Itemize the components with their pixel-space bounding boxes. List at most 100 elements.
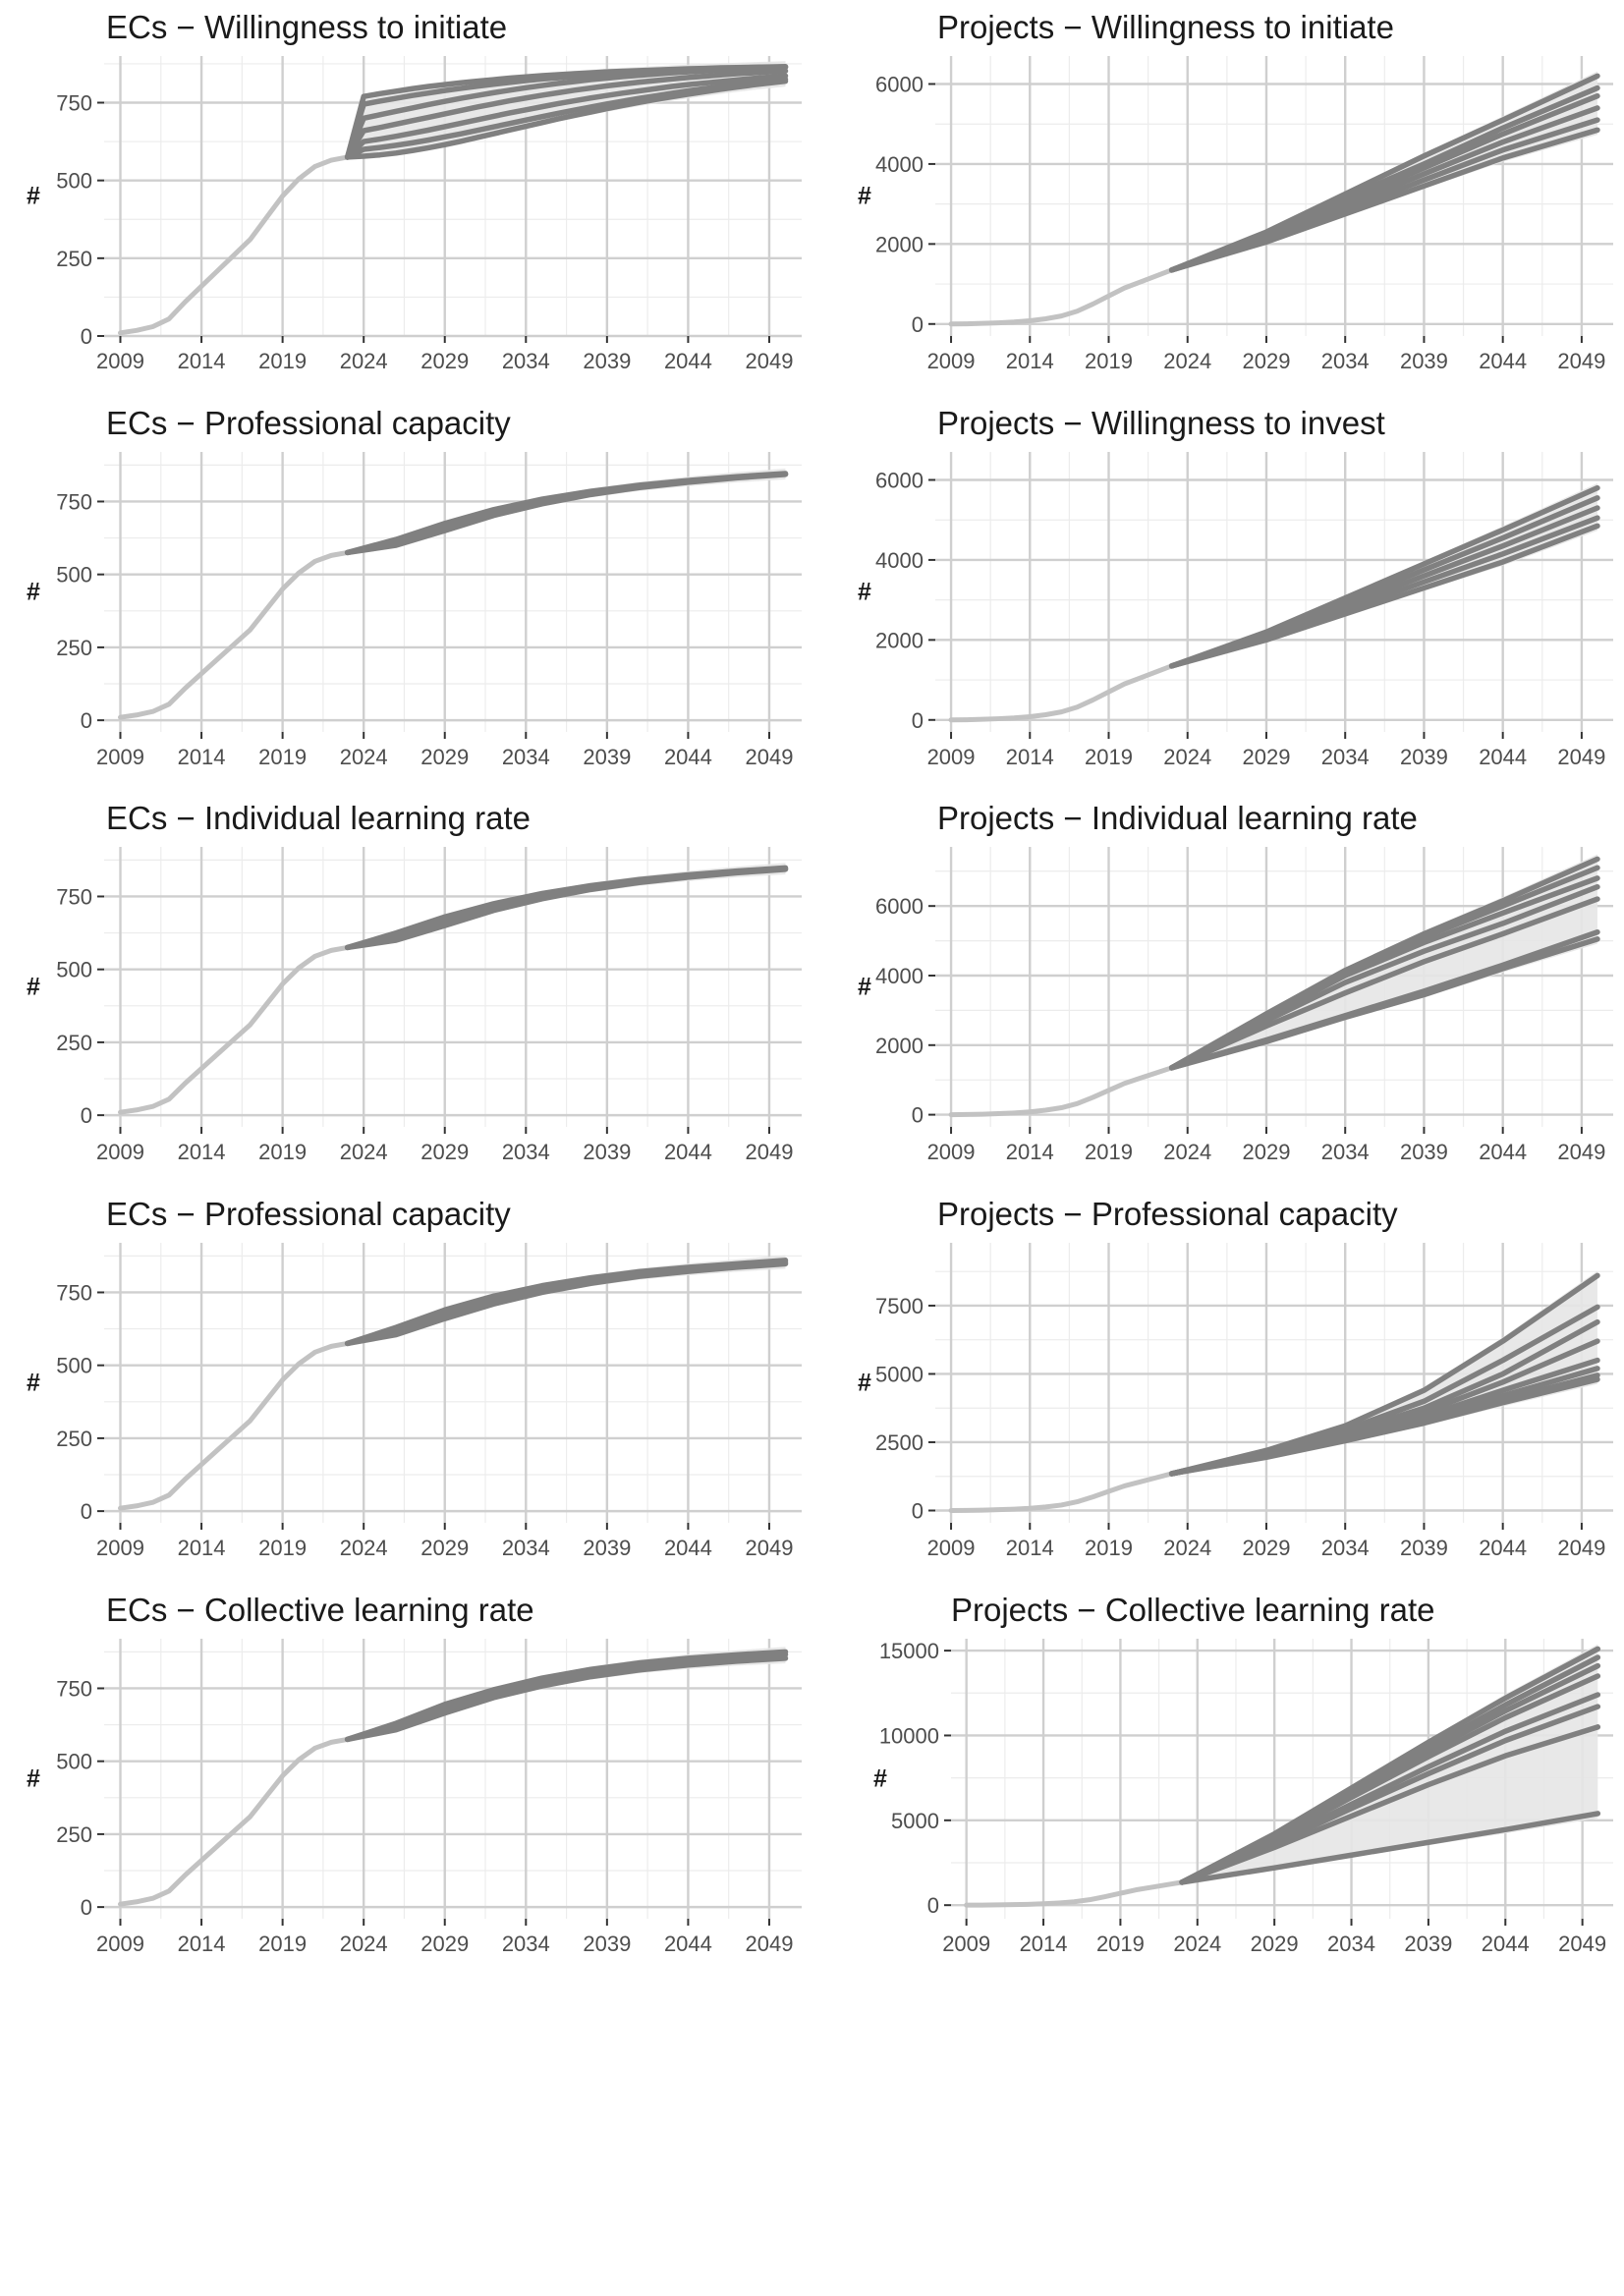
x-tick-label: 2024 bbox=[1163, 745, 1211, 769]
x-tick-label: 2024 bbox=[1163, 1140, 1211, 1164]
x-tick-label: 2019 bbox=[1085, 1140, 1133, 1164]
x-tick-label: 2009 bbox=[942, 1932, 990, 1956]
x-tick-label: 2014 bbox=[1006, 349, 1054, 373]
x-tick-label: 2044 bbox=[1479, 1140, 1527, 1164]
scenario-line-3 bbox=[344, 1655, 789, 1743]
y-tick-label: 750 bbox=[56, 884, 92, 909]
x-tick-label: 2049 bbox=[1557, 1140, 1605, 1164]
y-tick-label: 0 bbox=[912, 1498, 924, 1523]
panel-title: Projects − Professional capacity bbox=[937, 1196, 1398, 1232]
y-tick-label: 750 bbox=[56, 1280, 92, 1305]
x-tick-label: 2014 bbox=[1006, 1536, 1054, 1560]
x-tick-label: 2009 bbox=[96, 349, 144, 373]
y-tick-label: 500 bbox=[56, 958, 92, 982]
x-tick-label: 2034 bbox=[1321, 745, 1370, 769]
x-tick-label: 2039 bbox=[583, 1932, 631, 1956]
x-tick-label: 2039 bbox=[583, 1536, 631, 1560]
scenario-line-2 bbox=[344, 1652, 789, 1743]
x-tick-label: 2019 bbox=[258, 745, 307, 769]
x-tick-label: 2049 bbox=[746, 745, 794, 769]
x-tick-label: 2049 bbox=[746, 1932, 794, 1956]
x-tick-label: 2019 bbox=[1096, 1932, 1145, 1956]
scenario-line-8 bbox=[1168, 1376, 1600, 1477]
x-tick-label: 2049 bbox=[1557, 1536, 1605, 1560]
x-tick-label: 2039 bbox=[583, 745, 631, 769]
x-tick-label: 2024 bbox=[340, 1140, 388, 1164]
x-tick-label: 2034 bbox=[502, 1140, 550, 1164]
panel-title: ECs − Professional capacity bbox=[106, 405, 511, 441]
x-tick-label: 2039 bbox=[583, 1140, 631, 1164]
x-tick-label: 2024 bbox=[340, 745, 388, 769]
x-tick-label: 2044 bbox=[664, 349, 712, 373]
x-tick-label: 2034 bbox=[502, 349, 550, 373]
y-tick-label: 750 bbox=[56, 91, 92, 116]
y-tick-label: 0 bbox=[927, 1893, 939, 1918]
y-tick-label: 500 bbox=[56, 563, 92, 588]
y-tick-label: 0 bbox=[912, 708, 924, 733]
x-tick-label: 2049 bbox=[746, 1536, 794, 1560]
x-tick-label: 2034 bbox=[1321, 1140, 1370, 1164]
panel-ecs_collective_learning_rate: 0 250 500 750 2009 2014 2019 2024 2029 2034 2039 20… bbox=[27, 1592, 802, 1956]
y-axis-label: # bbox=[27, 974, 40, 1001]
scenario-line-3 bbox=[344, 867, 789, 951]
scenario-line-8 bbox=[1179, 1811, 1601, 1885]
history-line bbox=[118, 1340, 351, 1511]
y-tick-label: 2000 bbox=[875, 1034, 924, 1058]
history-line bbox=[948, 663, 1175, 723]
scenario-line-3 bbox=[344, 1260, 789, 1347]
panel-ecs_professional_capacity_b: 0 250 500 750 2009 2014 2019 2024 2029 2034 2039 20… bbox=[27, 1196, 802, 1560]
panel-projects_willingness_initiate: 0 2000 4000 6000 2009 2014 2019 2024 2029 2034 203… bbox=[858, 9, 1613, 373]
x-tick-label: 2024 bbox=[1163, 1536, 1211, 1560]
x-tick-label: 2039 bbox=[1400, 745, 1448, 769]
x-tick-label: 2019 bbox=[258, 349, 307, 373]
panel-projects_individual_learning_rate: 0 2000 4000 6000 2009 2014 2019 2024 2029 2034 203… bbox=[858, 800, 1613, 1164]
x-tick-label: 2009 bbox=[96, 1140, 144, 1164]
scenario-line-7 bbox=[344, 78, 789, 160]
y-tick-label: 250 bbox=[56, 247, 92, 271]
scenario-line-7 bbox=[1179, 1724, 1601, 1885]
y-tick-label: 250 bbox=[56, 636, 92, 660]
y-tick-label: 4000 bbox=[875, 548, 924, 573]
panel-title: Projects − Willingness to initiate bbox=[937, 9, 1394, 45]
x-tick-label: 2024 bbox=[1173, 1932, 1221, 1956]
x-tick-label: 2039 bbox=[1400, 1536, 1448, 1560]
history-line bbox=[948, 267, 1175, 327]
x-tick-label: 2009 bbox=[927, 349, 976, 373]
scenario-line-1 bbox=[344, 1649, 789, 1743]
x-tick-label: 2034 bbox=[1327, 1932, 1375, 1956]
x-tick-label: 2019 bbox=[1085, 349, 1133, 373]
panel-title: ECs − Professional capacity bbox=[106, 1196, 511, 1232]
panel-title: ECs − Willingness to initiate bbox=[106, 9, 507, 45]
x-tick-label: 2029 bbox=[420, 349, 469, 373]
x-tick-label: 2019 bbox=[1085, 1536, 1133, 1560]
y-tick-label: 0 bbox=[81, 1103, 92, 1128]
x-tick-label: 2039 bbox=[1400, 349, 1448, 373]
y-tick-label: 6000 bbox=[875, 894, 924, 919]
y-tick-label: 0 bbox=[912, 1103, 924, 1128]
scenario-line-4 bbox=[344, 68, 789, 160]
history-line bbox=[964, 1879, 1185, 1908]
history-line bbox=[118, 549, 351, 720]
x-tick-label: 2024 bbox=[340, 1536, 388, 1560]
x-tick-label: 2014 bbox=[1006, 1140, 1054, 1164]
x-tick-label: 2009 bbox=[96, 1536, 144, 1560]
x-tick-label: 2029 bbox=[420, 1140, 469, 1164]
y-tick-label: 750 bbox=[56, 489, 92, 514]
x-tick-label: 2009 bbox=[927, 1140, 976, 1164]
y-tick-label: 5000 bbox=[875, 1362, 924, 1386]
x-tick-label: 2024 bbox=[340, 1932, 388, 1956]
x-tick-label: 2029 bbox=[1243, 1140, 1291, 1164]
y-tick-label: 7500 bbox=[875, 1294, 924, 1318]
x-tick-label: 2044 bbox=[664, 1536, 712, 1560]
y-axis-label: # bbox=[858, 974, 871, 1001]
x-tick-label: 2029 bbox=[1243, 1536, 1291, 1560]
scenario-line-4 bbox=[1168, 883, 1600, 1071]
y-tick-label: 6000 bbox=[875, 469, 924, 493]
x-tick-label: 2044 bbox=[664, 1932, 712, 1956]
history-line bbox=[118, 154, 351, 336]
y-axis-label: # bbox=[858, 183, 871, 210]
y-tick-label: 2000 bbox=[875, 232, 924, 256]
x-tick-label: 2009 bbox=[96, 1932, 144, 1956]
x-tick-label: 2024 bbox=[340, 349, 388, 373]
x-tick-label: 2029 bbox=[420, 1536, 469, 1560]
